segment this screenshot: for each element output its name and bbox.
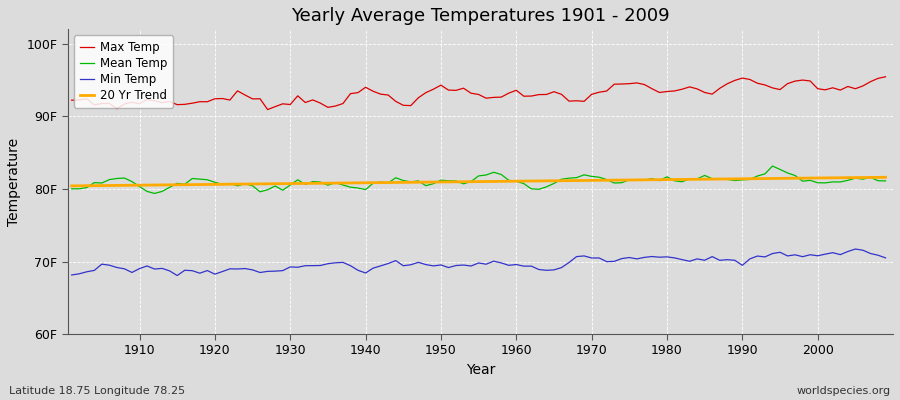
- Line: Min Temp: Min Temp: [72, 249, 886, 276]
- Line: 20 Yr Trend: 20 Yr Trend: [72, 177, 886, 186]
- Mean Temp: [608, 181, 619, 186]
- 20 Yr Trend: [292, 181, 303, 186]
- Max Temp: [518, 94, 529, 99]
- Mean Temp: [67, 186, 77, 191]
- Mean Temp: [149, 191, 160, 196]
- Max Temp: [608, 82, 619, 86]
- 20 Yr Trend: [67, 184, 77, 188]
- Text: worldspecies.org: worldspecies.org: [796, 386, 891, 396]
- Min Temp: [345, 263, 356, 268]
- Min Temp: [850, 247, 860, 252]
- Mean Temp: [518, 181, 529, 186]
- Line: Max Temp: Max Temp: [72, 77, 886, 110]
- Legend: Max Temp, Mean Temp, Min Temp, 20 Yr Trend: Max Temp, Mean Temp, Min Temp, 20 Yr Tre…: [74, 35, 173, 108]
- Max Temp: [345, 91, 356, 96]
- Text: Latitude 18.75 Longitude 78.25: Latitude 18.75 Longitude 78.25: [9, 386, 185, 396]
- Min Temp: [67, 272, 77, 277]
- Max Temp: [127, 100, 138, 105]
- Min Temp: [608, 259, 619, 264]
- 20 Yr Trend: [127, 183, 138, 188]
- Mean Temp: [511, 179, 522, 184]
- 20 Yr Trend: [601, 178, 612, 183]
- Mean Temp: [300, 182, 310, 187]
- Min Temp: [172, 273, 183, 278]
- Y-axis label: Temperature: Temperature: [7, 138, 21, 226]
- X-axis label: Year: Year: [466, 363, 495, 377]
- Line: Mean Temp: Mean Temp: [72, 166, 886, 194]
- Min Temp: [518, 264, 529, 268]
- Mean Temp: [345, 185, 356, 190]
- Mean Temp: [767, 164, 778, 168]
- Mean Temp: [127, 179, 138, 184]
- Max Temp: [67, 98, 77, 102]
- Max Temp: [300, 100, 310, 105]
- 20 Yr Trend: [338, 181, 348, 186]
- Min Temp: [127, 270, 138, 275]
- Max Temp: [262, 107, 273, 112]
- Max Temp: [880, 74, 891, 79]
- Mean Temp: [880, 178, 891, 183]
- 20 Yr Trend: [511, 179, 522, 184]
- Min Temp: [880, 256, 891, 260]
- Max Temp: [511, 88, 522, 93]
- Min Temp: [300, 263, 310, 268]
- 20 Yr Trend: [503, 179, 514, 184]
- 20 Yr Trend: [880, 175, 891, 180]
- Title: Yearly Average Temperatures 1901 - 2009: Yearly Average Temperatures 1901 - 2009: [292, 7, 670, 25]
- Min Temp: [511, 262, 522, 267]
